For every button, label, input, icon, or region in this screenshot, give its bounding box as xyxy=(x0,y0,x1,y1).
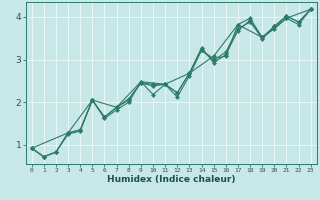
X-axis label: Humidex (Indice chaleur): Humidex (Indice chaleur) xyxy=(107,175,236,184)
